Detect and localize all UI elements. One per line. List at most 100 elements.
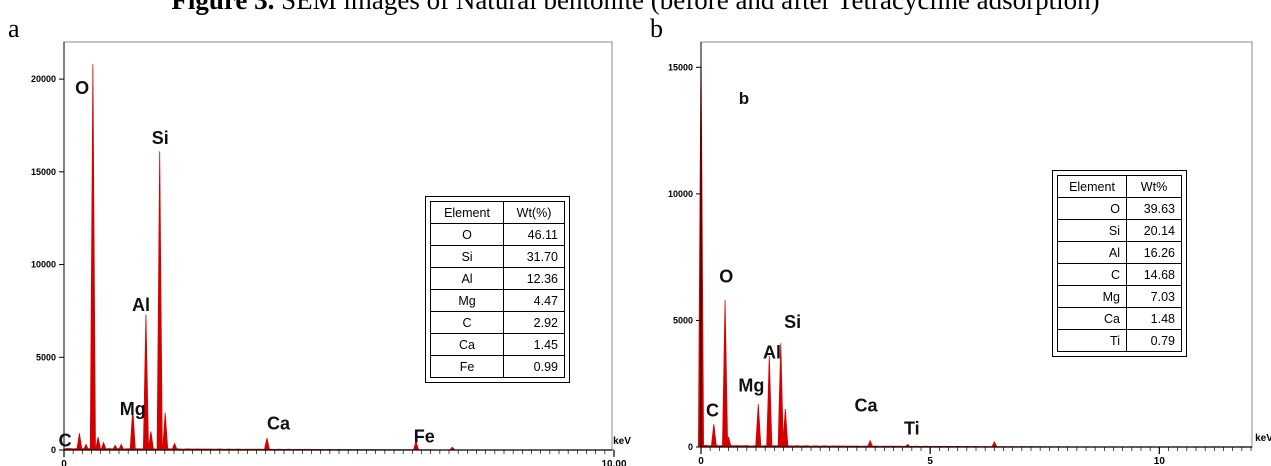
table-cell-value: 16.26 bbox=[1127, 242, 1182, 264]
y-tick-label: 15000 bbox=[31, 167, 56, 177]
y-tick-label: 0 bbox=[51, 445, 56, 455]
table-cell-value: 2.92 bbox=[504, 312, 565, 334]
spectrum-peak bbox=[96, 437, 101, 450]
peak-label-c: C bbox=[59, 430, 72, 450]
spectrum-peak bbox=[756, 404, 761, 447]
table-header-row: Element Wt(%) bbox=[431, 202, 565, 224]
peak-label-o: O bbox=[75, 78, 89, 98]
table-row: Mg 4.47 bbox=[431, 290, 565, 312]
spectrum-peak bbox=[783, 409, 788, 447]
peak-label-si: Si bbox=[784, 312, 801, 332]
table-header-wt: Wt% bbox=[1127, 176, 1182, 198]
table-row: Mg 7.03 bbox=[1058, 286, 1182, 308]
y-tick-label: 0 bbox=[688, 442, 693, 452]
table-cell-value: 12.36 bbox=[504, 268, 565, 290]
peak-label-o: O bbox=[719, 266, 733, 286]
table-cell-value: 0.79 bbox=[1127, 330, 1182, 352]
spectrum-peak bbox=[767, 356, 772, 447]
spectrum-peak bbox=[157, 151, 162, 450]
table-cell-element: Si bbox=[431, 246, 504, 268]
table-cell-element: Al bbox=[1058, 242, 1127, 264]
spectrum-peak bbox=[90, 64, 95, 450]
table-header-element: Element bbox=[1058, 176, 1127, 198]
y-tick-label: 10000 bbox=[668, 189, 693, 199]
spectrum-peak bbox=[992, 442, 997, 447]
table-row: C 14.68 bbox=[1058, 264, 1182, 286]
spectrum-peak bbox=[711, 424, 716, 447]
peak-label-al: Al bbox=[132, 295, 150, 315]
spectrum-peak bbox=[77, 433, 82, 450]
peak-label-ti: Ti bbox=[904, 418, 920, 438]
peak-label-si: Si bbox=[152, 128, 169, 148]
spectrum-peak bbox=[83, 444, 88, 450]
table-row: O 39.63 bbox=[1058, 198, 1182, 220]
table-cell-element: Ti bbox=[1058, 330, 1127, 352]
table-cell-element: Ca bbox=[431, 334, 504, 356]
spectrum-peak bbox=[163, 413, 168, 450]
table-cell-value: 46.11 bbox=[504, 224, 565, 246]
table-row: Si 31.70 bbox=[431, 246, 565, 268]
table-header-element: Element bbox=[431, 202, 504, 224]
table-row: Fe 0.99 bbox=[431, 356, 565, 378]
x-tick-label: 5 bbox=[927, 456, 933, 466]
peak-label-ca: Ca bbox=[854, 396, 878, 416]
x-axis-label: keV bbox=[613, 436, 631, 447]
table-cell-value: 7.03 bbox=[1127, 286, 1182, 308]
x-tick-label: 0 bbox=[698, 456, 704, 466]
x-tick-label: 10.00 bbox=[601, 459, 626, 466]
table-cell-element: Si bbox=[1058, 220, 1127, 242]
table-cell-value: 31.70 bbox=[504, 246, 565, 268]
table-row: O 46.11 bbox=[431, 224, 565, 246]
x-tick-label: 10 bbox=[1154, 456, 1166, 466]
spectrum-peak bbox=[101, 443, 106, 450]
spectrum-peak bbox=[172, 444, 177, 450]
table-cell-element: Ca bbox=[1058, 308, 1127, 330]
table-cell-element: O bbox=[1058, 198, 1127, 220]
table-header-wt: Wt(%) bbox=[504, 202, 565, 224]
table-cell-element: C bbox=[1058, 264, 1127, 286]
peak-label-c: C bbox=[706, 401, 719, 421]
inner-panel-label: b bbox=[739, 89, 749, 108]
spectrum-peak bbox=[264, 438, 269, 450]
spectrum-peak bbox=[148, 431, 153, 450]
composition-table-a: Element Wt(%) O 46.11 Si 31.70 Al 12.36 Mg 4… bbox=[425, 196, 570, 383]
table-cell-value: 14.68 bbox=[1127, 264, 1182, 286]
table-row: Al 12.36 bbox=[431, 268, 565, 290]
spectrum-peak bbox=[868, 441, 873, 447]
composition-table-b: Element Wt% O 39.63 Si 20.14 Al 16.26 C 14.6… bbox=[1052, 170, 1187, 357]
spectrum-peak bbox=[722, 300, 727, 447]
y-tick-label: 10000 bbox=[31, 260, 56, 270]
table-header-row: Element Wt% bbox=[1058, 176, 1182, 198]
spectrum-peak bbox=[113, 445, 118, 450]
y-tick-label: 5000 bbox=[36, 352, 56, 362]
table-cell-element: Fe bbox=[431, 356, 504, 378]
table-cell-value: 20.14 bbox=[1127, 220, 1182, 242]
peak-label-fe: Fe bbox=[414, 427, 435, 447]
table-cell-element: Mg bbox=[431, 290, 504, 312]
table-cell-element: Al bbox=[431, 268, 504, 290]
y-tick-label: 5000 bbox=[673, 315, 693, 325]
spectrum-peak bbox=[119, 444, 124, 450]
table-cell-element: O bbox=[431, 224, 504, 246]
table-row: Al 16.26 bbox=[1058, 242, 1182, 264]
peak-label-al: Al bbox=[763, 342, 781, 362]
x-axis-label: keV bbox=[1255, 433, 1271, 444]
table-row: C 2.92 bbox=[431, 312, 565, 334]
peak-label-mg: Mg bbox=[120, 399, 146, 419]
table-row: Ca 1.48 bbox=[1058, 308, 1182, 330]
table-cell-element: C bbox=[431, 312, 504, 334]
table-cell-value: 1.48 bbox=[1127, 308, 1182, 330]
table-row: Ca 1.45 bbox=[431, 334, 565, 356]
peak-label-mg: Mg bbox=[738, 375, 764, 395]
table-cell-value: 39.63 bbox=[1127, 198, 1182, 220]
table-row: Si 20.14 bbox=[1058, 220, 1182, 242]
table-cell-element: Mg bbox=[1058, 286, 1127, 308]
table-cell-value: 1.45 bbox=[504, 334, 565, 356]
peak-label-ca: Ca bbox=[267, 414, 291, 434]
y-tick-label: 20000 bbox=[31, 74, 56, 84]
y-tick-label: 15000 bbox=[668, 62, 693, 72]
spectrum-peak bbox=[143, 315, 148, 450]
table-cell-value: 0.99 bbox=[504, 356, 565, 378]
table-cell-value: 4.47 bbox=[504, 290, 565, 312]
table-row: Ti 0.79 bbox=[1058, 330, 1182, 352]
